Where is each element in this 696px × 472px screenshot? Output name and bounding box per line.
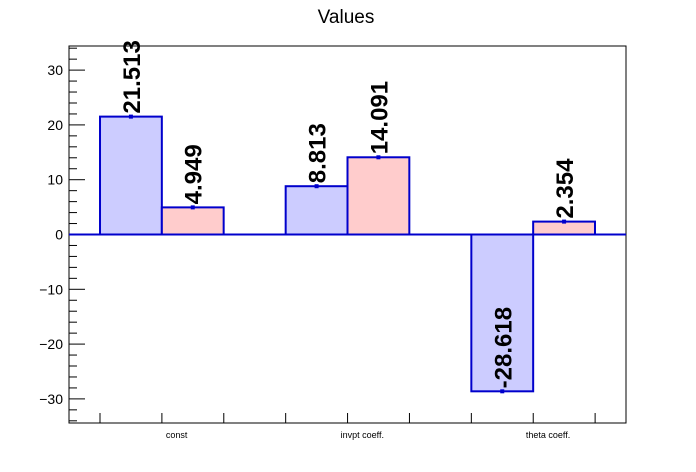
bar-value-label: 4.949 bbox=[181, 144, 208, 204]
y-tick-label: 20 bbox=[47, 117, 63, 133]
x-category-label: theta coeff. bbox=[526, 430, 570, 440]
bar-value-label: 8.813 bbox=[305, 123, 332, 183]
y-tick-label: 10 bbox=[47, 172, 63, 188]
y-tick-label: 0 bbox=[55, 227, 63, 243]
y-tick-label: 30 bbox=[47, 62, 63, 78]
error-marker bbox=[376, 155, 381, 160]
y-tick-label: −20 bbox=[39, 336, 63, 352]
error-marker bbox=[314, 184, 319, 189]
bar-value-label: 14.091 bbox=[366, 81, 393, 154]
y-tick-label: −10 bbox=[39, 281, 63, 297]
bar-value-label: 21.513 bbox=[119, 40, 146, 113]
bar bbox=[346, 156, 411, 236]
bar bbox=[160, 206, 225, 236]
error-marker bbox=[562, 219, 567, 224]
error-marker bbox=[500, 389, 505, 394]
bar bbox=[99, 115, 163, 236]
error-marker bbox=[128, 114, 133, 119]
bar-value-label: -28.618 bbox=[490, 307, 517, 388]
data-labels: 21.513 8.813 -28.618 4.949 14.091 2.354 bbox=[119, 40, 579, 388]
bar-value-label: 2.354 bbox=[552, 158, 579, 219]
x-category-label: const bbox=[166, 430, 188, 440]
x-axis: const invpt coeff. theta coeff. bbox=[99, 413, 596, 440]
error-marker bbox=[190, 205, 195, 210]
y-tick-label: −30 bbox=[39, 391, 63, 407]
y-axis: −30 −20 −10 0 10 20 30 bbox=[39, 47, 85, 422]
x-category-label: invpt coeff. bbox=[341, 430, 384, 440]
chart-title: Values bbox=[318, 7, 375, 28]
bars bbox=[99, 114, 596, 394]
bar bbox=[284, 185, 349, 236]
